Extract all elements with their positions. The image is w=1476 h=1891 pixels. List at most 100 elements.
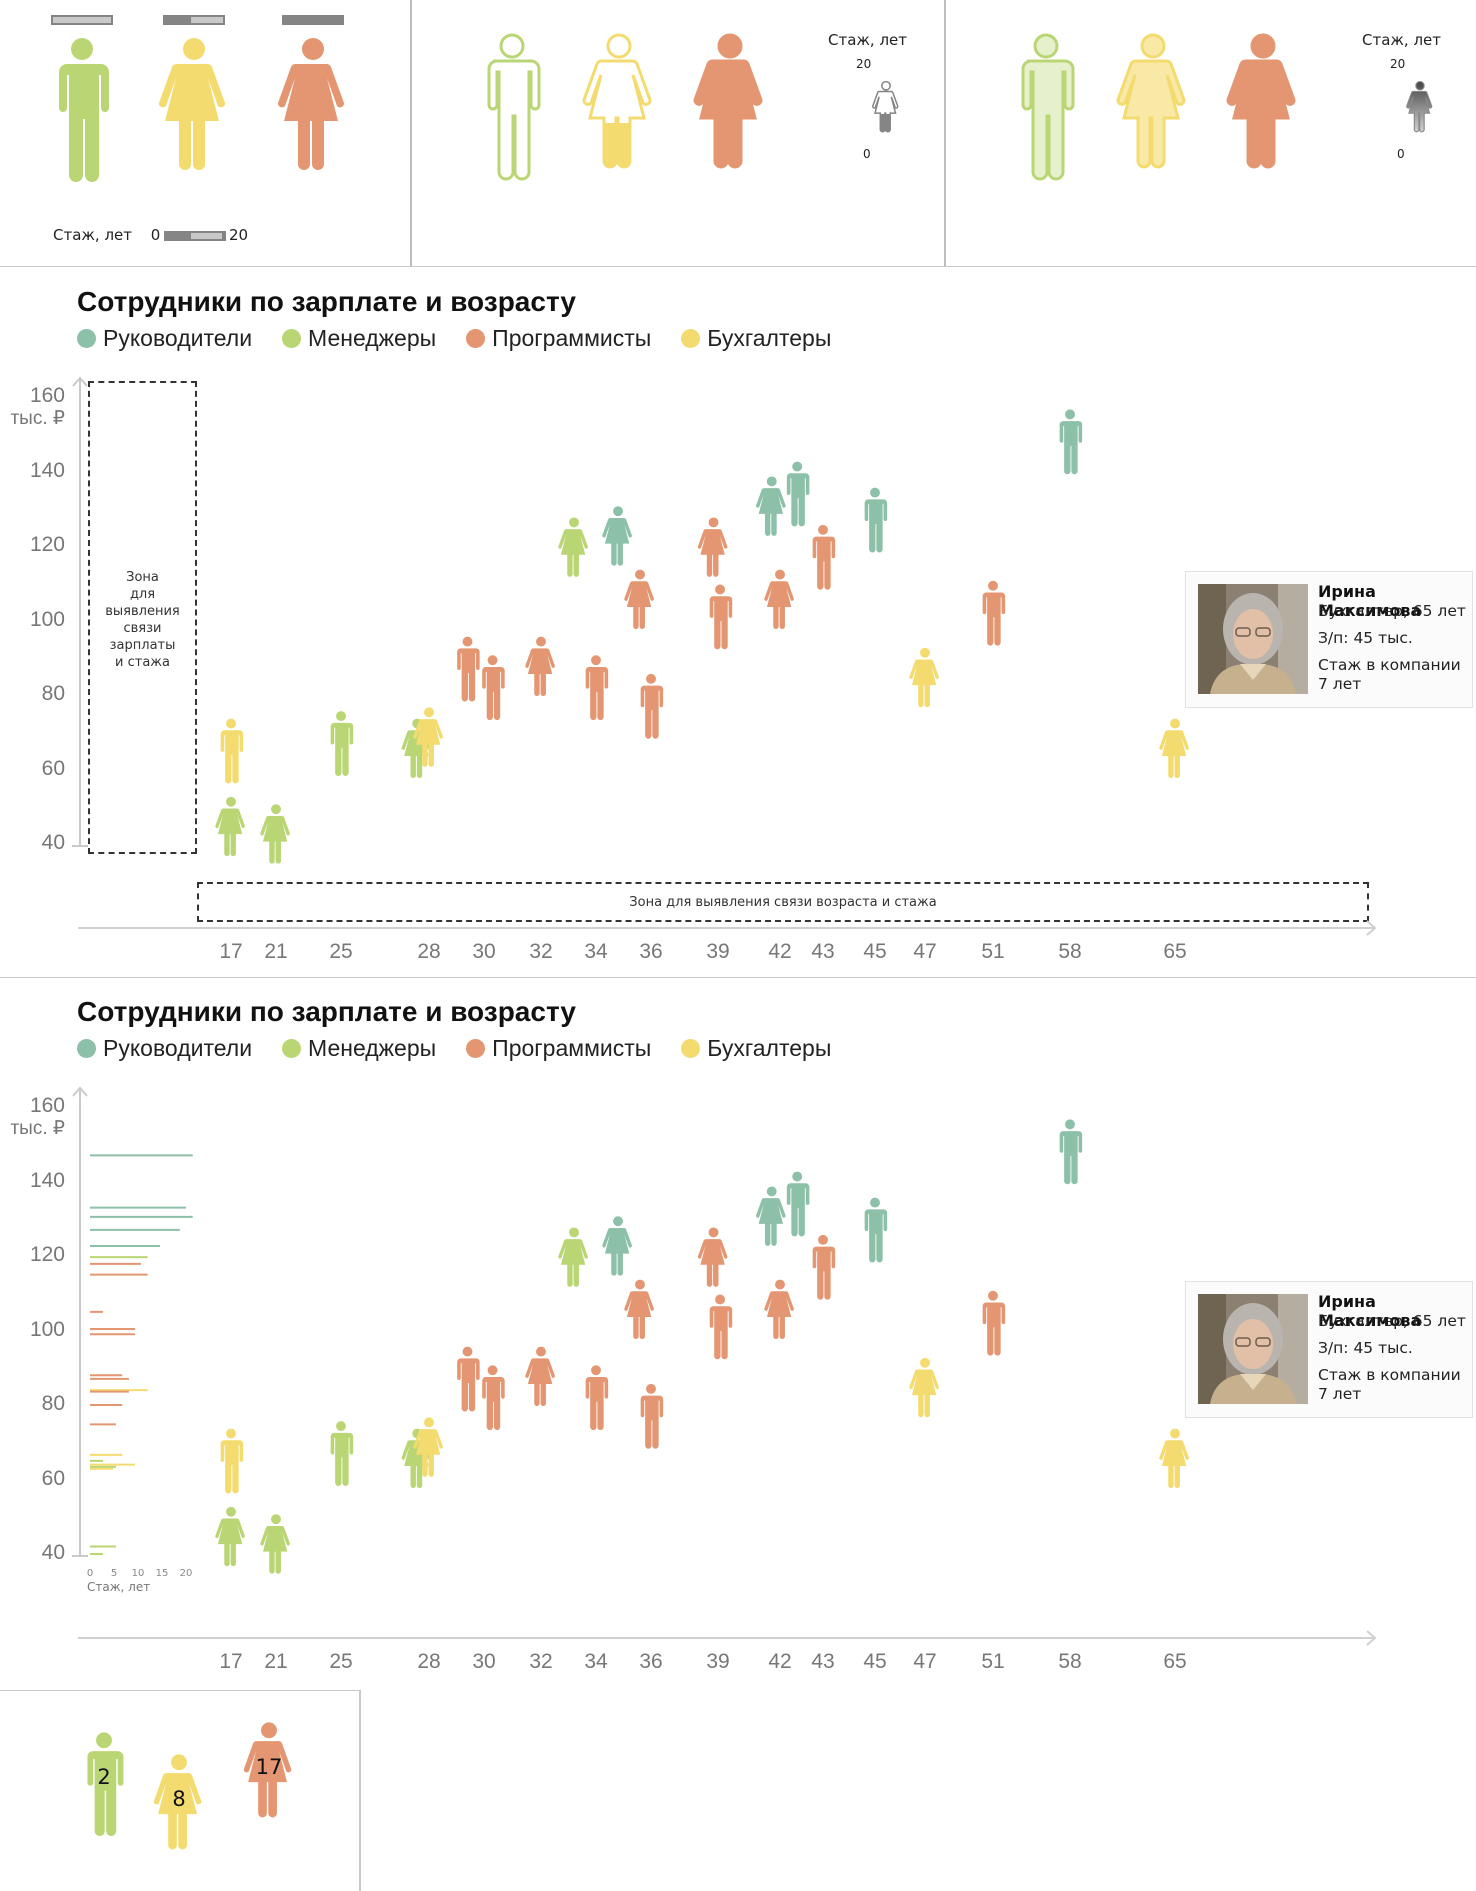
employee-figure-leaders[interactable]: [602, 1216, 632, 1276]
count-figure-accountants[interactable]: [153, 1754, 202, 1850]
employee-figure-programmers[interactable]: [457, 1346, 480, 1412]
stazh-legend-figure-outline-icon[interactable]: [871, 80, 899, 133]
employee-figure-accountants[interactable]: [413, 1417, 443, 1477]
legend-item-accountants[interactable]: Бухгалтеры: [681, 325, 831, 352]
employee-figure-accountants[interactable]: [413, 707, 443, 767]
y-tick-label: 100: [29, 1317, 65, 1341]
employee-figure-programmers[interactable]: [457, 636, 480, 702]
employee-figure-leaders[interactable]: [864, 1197, 888, 1263]
x-tick-label: 65: [1163, 1650, 1187, 1673]
leaders-dot-icon: [77, 329, 96, 348]
figure-accountants[interactable]: [158, 38, 226, 170]
tooltip-name: Ирина Максимова: [1318, 1292, 1422, 1330]
employee-figure-leaders[interactable]: [1059, 1119, 1083, 1185]
legend-item-leaders[interactable]: Руководители: [77, 1035, 252, 1062]
employee-figure-programmers[interactable]: [697, 1227, 728, 1287]
employee-figure-managers[interactable]: [558, 1227, 588, 1287]
figure-programmers[interactable]: [277, 38, 345, 170]
employee-figure-programmers[interactable]: [697, 517, 728, 577]
figure-accountants[interactable]: [584, 35, 650, 167]
figure-outline[interactable]: [487, 33, 541, 181]
figure-managers[interactable]: [59, 38, 109, 182]
x-tick-label: 36: [639, 940, 663, 963]
employee-figure-programmers[interactable]: [525, 636, 555, 697]
employee-figure-managers[interactable]: [215, 796, 245, 857]
figure-managers[interactable]: [1021, 33, 1075, 181]
y-axis-arrow-icon: [72, 1086, 88, 1097]
figure-outline[interactable]: [693, 33, 763, 169]
employee-figure-managers[interactable]: [330, 711, 354, 776]
employee-figure-programmers[interactable]: [982, 1290, 1006, 1356]
employee-figure-programmers[interactable]: [764, 1279, 794, 1339]
x-axis-arrow-icon: [1366, 1630, 1377, 1646]
x-tick-label: 43: [811, 1650, 835, 1673]
count-figure-programmers[interactable]: [243, 1722, 292, 1818]
x-tick-label: 17: [219, 1650, 243, 1673]
zone-salary-stazh-label: Зона для выявления связи зарплаты и стаж…: [105, 570, 180, 670]
y-tick-label: 140: [29, 1168, 65, 1192]
employee-figure-managers[interactable]: [558, 517, 588, 577]
stazh-tick-label: 10: [132, 1568, 145, 1579]
figure-programmers[interactable]: [1226, 33, 1296, 169]
zone-age-stazh-label: Зона для выявления связи возраста и стаж…: [629, 895, 937, 910]
legend-item-managers[interactable]: Менеджеры: [282, 325, 436, 352]
x-tick-label: 47: [913, 1650, 937, 1673]
employee-figure-accountants[interactable]: [220, 718, 244, 784]
employee-figure-leaders[interactable]: [864, 487, 888, 553]
y-tick-label: 40: [41, 1541, 65, 1564]
legend-item-leaders[interactable]: Руководители: [77, 325, 252, 352]
stazh-tick-label: 15: [156, 1568, 169, 1579]
employee-figure-programmers[interactable]: [982, 580, 1006, 646]
employee-figure-accountants[interactable]: [909, 647, 939, 708]
employee-figure-programmers[interactable]: [585, 1365, 609, 1431]
employee-figure-accountants[interactable]: [1159, 718, 1189, 778]
figure-accountants[interactable]: [1116, 33, 1186, 169]
employee-figure-leaders[interactable]: [755, 476, 786, 536]
employee-figure-programmers[interactable]: [624, 1279, 654, 1339]
employee-figure-managers[interactable]: [260, 1514, 290, 1574]
employee-figure-accountants[interactable]: [220, 1428, 244, 1494]
employee-figure-programmers[interactable]: [482, 655, 505, 721]
figure-outline[interactable]: [582, 33, 652, 169]
employee-figure-programmers[interactable]: [640, 1383, 664, 1449]
y-tick-label: 160: [29, 1094, 65, 1117]
employee-figure-programmers[interactable]: [640, 673, 664, 739]
employee-figure-programmers[interactable]: [812, 524, 836, 590]
stazh-legend-figure-icon[interactable]: [873, 82, 898, 132]
employee-figure-programmers[interactable]: [624, 569, 654, 629]
zone-age-stazh: Зона для выявления связи возраста и стаж…: [197, 882, 1369, 922]
employee-figure-managers[interactable]: [330, 1421, 354, 1486]
employee-figure-accountants[interactable]: [909, 1357, 939, 1418]
employee-figure-leaders[interactable]: [602, 506, 632, 566]
employee-figure-programmers[interactable]: [812, 1234, 836, 1300]
legend-item-managers[interactable]: Менеджеры: [282, 1035, 436, 1062]
employee-figure-managers[interactable]: [260, 804, 290, 864]
employee-figure-leaders[interactable]: [755, 1186, 786, 1246]
figure-programmers[interactable]: [694, 35, 762, 167]
tooltip-role-age: Бухгалтер, 65 лет: [1318, 1312, 1466, 1330]
employee-figure-leaders[interactable]: [786, 1171, 810, 1237]
x-tick-label: 65: [1163, 940, 1187, 963]
employee-figure-leaders[interactable]: [786, 461, 810, 527]
employee-figure-programmers[interactable]: [764, 569, 794, 629]
legend-item-programmers[interactable]: Программисты: [466, 1035, 651, 1062]
employee-figure-programmers[interactable]: [525, 1346, 555, 1407]
legend-item-accountants[interactable]: Бухгалтеры: [681, 1035, 831, 1062]
stazh-tick-label: 5: [111, 1568, 117, 1579]
employee-figure-programmers[interactable]: [482, 1365, 505, 1431]
legend-item-programmers[interactable]: Программисты: [466, 325, 651, 352]
stazh-bar-remaining: [191, 17, 223, 23]
tooltip-stazh-label: Стаж в компании: [1318, 656, 1461, 674]
stazh-legend-gradient-figure-icon[interactable]: [1406, 81, 1433, 133]
count-figure-managers[interactable]: [87, 1732, 124, 1837]
employee-figure-programmers[interactable]: [709, 1294, 733, 1360]
y-axis-unit-label: тыс. ₽: [10, 1118, 65, 1139]
employee-figure-leaders[interactable]: [1059, 409, 1083, 475]
employee-figure-managers[interactable]: [215, 1506, 245, 1567]
employee-figure-accountants[interactable]: [1159, 1428, 1189, 1488]
employee-figure-programmers[interactable]: [709, 584, 733, 650]
x-tick-label: 30: [472, 940, 496, 963]
x-tick-label: 21: [264, 1650, 288, 1673]
employee-figure-programmers[interactable]: [585, 655, 609, 721]
tooltip-stazh-value: 7 лет: [1318, 675, 1362, 693]
